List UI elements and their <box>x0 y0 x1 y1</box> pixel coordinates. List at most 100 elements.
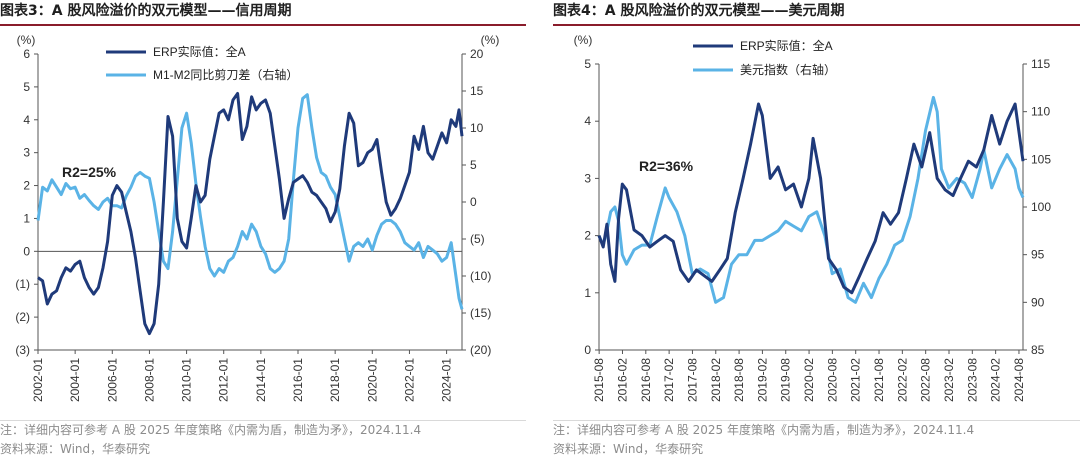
figure-4-title-rule <box>553 24 1080 26</box>
legend: ERP实际值：全A 美元指数（右轴） <box>693 38 836 77</box>
x-tick-label: 2016-08 <box>639 358 653 402</box>
series-line-erp <box>37 92 464 336</box>
figure-4-chart: 0 1 2 3 4 5 85 90 95 100 105 110 115 2015-08 2016-02 20… <box>574 33 1052 402</box>
y-left-tick-label: (3) <box>15 343 30 357</box>
right-axis-unit: (%) <box>481 33 500 47</box>
y-right-tick-label: 115 <box>1031 57 1050 71</box>
x-tick-label: 2002-01 <box>31 358 45 402</box>
legend-label-erp: ERP实际值：全A <box>153 44 246 59</box>
x-tick-label: 2014-01 <box>254 358 268 402</box>
r2-annotation: R2=25% <box>62 164 117 180</box>
x-tick-label: 2018-02 <box>709 358 723 402</box>
x-tick-label: 2018-08 <box>732 358 746 402</box>
figure-4-title: 图表4：A 股风险溢价的双元模型——美元周期 <box>553 3 845 19</box>
y-right-tick-label: 20 <box>470 47 484 61</box>
x-tick-label: 2019-08 <box>779 358 793 402</box>
x-tick-label: 2004-01 <box>68 358 82 402</box>
figure-3-panel: 图表3：A 股风险溢价的双元模型——信用周期 (3) (2) (1) 0 1 2 3 4 5 6(… <box>0 0 526 421</box>
left-axis-unit: (%) <box>17 33 36 47</box>
y-left-tick-label: 5 <box>23 80 30 94</box>
figure-4-labels: (%) R2=36% ERP实际值：全A 美元指数（右轴） <box>574 33 836 174</box>
figure-3-axes: (3)(2)(1)0123456(20)(15)(10)(5)051015202… <box>15 47 491 402</box>
y-left-tick-label: 3 <box>23 146 30 160</box>
x-tick-label: 2017-08 <box>685 358 699 402</box>
x-tick-label: 2020-01 <box>365 358 379 402</box>
y-left-tick-label: 6 <box>23 47 30 61</box>
series-line-erp <box>597 102 1025 295</box>
x-tick-label: 2023-02 <box>942 358 956 402</box>
notes-divider <box>553 420 1080 421</box>
figure-4-series <box>597 95 1025 304</box>
y-left-tick-label: 4 <box>584 114 591 128</box>
left-axis-unit: (%) <box>574 33 593 47</box>
x-tick-label: 2016-01 <box>291 358 305 402</box>
x-tick-label: 2018-01 <box>328 358 342 402</box>
y-right-tick-label: 100 <box>1031 200 1051 214</box>
series-line-right-axis <box>36 93 464 310</box>
x-tick-label: 2024-01 <box>440 358 454 402</box>
figure-3-note: 注：详细内容可参考 A 股 2025 年度策略《内需为盾，制造为矛》，2024.… <box>0 423 422 437</box>
x-tick-label: 2022-02 <box>895 358 909 402</box>
y-left-tick-label: 1 <box>584 286 591 300</box>
y-left-tick-label: 5 <box>584 57 591 71</box>
x-tick-label: 2022-01 <box>402 358 416 402</box>
legend-label-erp: ERP实际值：全A <box>740 38 833 53</box>
notes-divider <box>0 420 526 421</box>
x-tick-label: 2024-02 <box>989 358 1003 402</box>
x-tick-label: 2016-02 <box>615 358 629 402</box>
y-right-tick-label: (15) <box>470 306 491 320</box>
figure-4-notes: 注：详细内容可参考 A 股 2025 年度策略《内需为盾，制造为矛》，2024.… <box>553 420 1080 459</box>
x-tick-label: 2021-08 <box>872 358 886 402</box>
figure-4-note: 注：详细内容可参考 A 股 2025 年度策略《内需为盾，制造为矛》，2024.… <box>553 423 975 437</box>
y-right-tick-label: 10 <box>470 121 484 135</box>
r2-annotation: R2=36% <box>639 158 694 174</box>
y-right-tick-label: 95 <box>1031 248 1045 262</box>
x-tick-label: 2021-02 <box>849 358 863 402</box>
figure-4-panel: 图表4：A 股风险溢价的双元模型——美元周期 0 1 2 3 4 5 85 90 95 100 10… <box>553 0 1080 421</box>
x-tick-label: 2023-08 <box>965 358 979 402</box>
figure-3-series <box>36 92 464 336</box>
legend-label-m1m2: M1-M2同比剪刀差（右轴） <box>153 67 298 82</box>
figure-3-notes: 注：详细内容可参考 A 股 2025 年度策略《内需为盾，制造为矛》，2024.… <box>0 420 526 459</box>
y-left-tick-label: 4 <box>23 113 30 127</box>
figure-3-chart: (3)(2)(1)0123456(20)(15)(10)(5)051015202… <box>15 33 500 402</box>
y-right-tick-label: 110 <box>1031 105 1050 119</box>
x-tick-label: 2010-01 <box>180 358 194 402</box>
series-line-right-axis <box>597 95 1025 304</box>
y-left-tick-label: 2 <box>584 229 591 243</box>
x-tick-label: 2024-08 <box>1012 358 1026 402</box>
y-left-tick-label: 1 <box>23 211 30 225</box>
figure-4-source: 资料来源：Wind，华泰研究 <box>553 442 704 456</box>
x-tick-label: 2022-08 <box>919 358 933 402</box>
legend: ERP实际值：全A M1-M2同比剪刀差（右轴） <box>106 44 298 82</box>
figure-4-axes: 0 1 2 3 4 5 85 90 95 100 105 110 115 2015-08 2016-02 20… <box>584 57 1051 402</box>
x-tick-label: 2008-01 <box>142 358 156 402</box>
y-left-tick-label: 2 <box>23 179 30 193</box>
figure-3-source: 资料来源：Wind，华泰研究 <box>0 442 151 456</box>
x-tick-label: 2015-08 <box>592 358 606 402</box>
x-tick-label: 2020-08 <box>825 358 839 402</box>
figure-3-title-rule <box>0 24 526 26</box>
y-left-tick-label: 0 <box>584 343 591 357</box>
y-right-tick-label: 0 <box>470 195 477 209</box>
y-right-tick-label: 15 <box>470 84 484 98</box>
y-right-tick-label: 105 <box>1031 152 1051 166</box>
x-tick-label: 2020-02 <box>802 358 816 402</box>
x-tick-label: 2012-01 <box>217 358 231 402</box>
x-tick-label: 2019-02 <box>755 358 769 402</box>
legend-label-dxy: 美元指数（右轴） <box>740 62 836 77</box>
figure-3-labels: (%) (%) R2=25% ERP实际值：全A M1-M2同比剪刀差（右轴） <box>17 33 500 180</box>
y-left-tick-label: (2) <box>15 310 30 324</box>
x-tick-label: 2017-02 <box>662 358 676 402</box>
y-right-tick-label: 85 <box>1031 343 1045 357</box>
y-right-tick-label: (5) <box>470 232 485 246</box>
x-tick-label: 2006-01 <box>105 358 119 402</box>
y-left-tick-label: 3 <box>584 171 591 185</box>
y-right-tick-label: (10) <box>470 269 491 283</box>
figure-3-title: 图表3：A 股风险溢价的双元模型——信用周期 <box>0 3 292 19</box>
y-right-tick-label: 5 <box>470 158 477 172</box>
y-left-tick-label: 0 <box>23 244 30 258</box>
y-left-tick-label: (1) <box>15 277 30 291</box>
y-right-tick-label: 90 <box>1031 295 1045 309</box>
